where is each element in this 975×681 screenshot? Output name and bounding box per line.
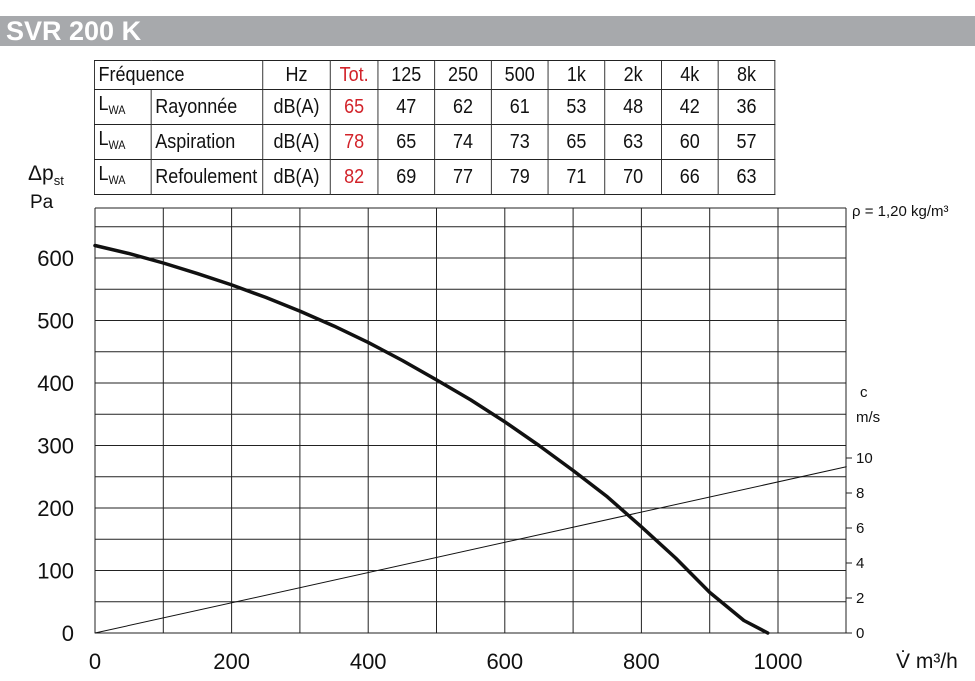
row-total: 65 [329, 89, 379, 125]
table-cell: 47 [377, 89, 436, 125]
row-label: Aspiration [150, 124, 264, 160]
y-tick-label: 600 [37, 246, 74, 271]
row-symbol: LWA [93, 124, 152, 160]
row-total: 82 [329, 159, 379, 195]
table-cell: 63 [604, 124, 662, 160]
velocity-line [94, 466, 847, 634]
right-axis-label: c [860, 384, 868, 401]
right-tick-label: 2 [856, 590, 864, 607]
x-tick-label: 400 [350, 649, 387, 674]
x-tick-label: 200 [213, 649, 250, 674]
table-cell: 48 [604, 89, 662, 125]
row-total: 78 [329, 124, 379, 160]
y-tick-label: 500 [37, 309, 74, 334]
table-row: LWA Aspiration dB(A) 78 65 74 73 65 63 6… [93, 124, 776, 160]
table-cell: 79 [490, 159, 549, 195]
header-cell: Fréquence [93, 60, 264, 90]
y-tick-label: 400 [37, 371, 74, 396]
row-symbol: LWA [93, 89, 152, 125]
series-group [93, 243, 847, 635]
header-cell: 500 [490, 60, 549, 90]
sound-power-table: Fréquence Hz Tot. 125 250 500 1k 2k 4k 8… [93, 60, 776, 195]
table-cell: 62 [434, 89, 492, 125]
row-unit: dB(A) [262, 159, 331, 195]
right-tick-label: 6 [856, 520, 864, 537]
title-bar: SVR 200 K [0, 16, 975, 46]
x-tick-label: 600 [486, 649, 523, 674]
header-cell: 125 [377, 60, 436, 90]
table-cell: 77 [434, 159, 492, 195]
pressure-curve [93, 243, 770, 635]
grid [94, 207, 852, 634]
right-axis-unit: m/s [856, 409, 881, 426]
right-tick-label: 8 [856, 485, 864, 502]
table-cell: 36 [717, 89, 776, 125]
table-cell: 65 [377, 124, 436, 160]
y-tick-label: 0 [62, 621, 74, 646]
y-axis-unit: Pa [30, 192, 54, 213]
y-axis-label: Δpst [28, 162, 64, 188]
header-cell: 8k [717, 60, 776, 90]
header-cell: 4k [661, 60, 719, 90]
row-label: Refoulement [150, 159, 264, 195]
row-symbol: LWA [93, 159, 152, 195]
right-tick-label: 0 [856, 625, 864, 642]
table-row: LWA Refoulement dB(A) 82 69 77 79 71 70 … [93, 159, 776, 195]
right-tick-label: 10 [856, 450, 873, 467]
table-cell: 57 [717, 124, 776, 160]
x-tick-label: 1000 [754, 649, 803, 674]
density-note: ρ = 1,20 kg/m³ [852, 203, 949, 220]
header-cell: 2k [604, 60, 662, 90]
table-cell: 66 [661, 159, 719, 195]
table-cell: 69 [377, 159, 436, 195]
header-cell-total: Tot. [329, 60, 379, 90]
x-axis-label: V̇ m³/h [896, 650, 958, 673]
table-cell: 71 [547, 159, 606, 195]
x-tick-label: 0 [89, 649, 101, 674]
page-title: SVR 200 K [6, 16, 142, 46]
right-tick-label: 4 [856, 555, 864, 572]
table-cell: 63 [717, 159, 776, 195]
table-header-row: Fréquence Hz Tot. 125 250 500 1k 2k 4k 8… [93, 60, 776, 90]
x-tick-label: 800 [623, 649, 660, 674]
header-cell: 1k [547, 60, 606, 90]
row-unit: dB(A) [262, 124, 331, 160]
y-tick-label: 100 [37, 559, 74, 584]
y-tick-label: 300 [37, 434, 74, 459]
table-cell: 70 [604, 159, 662, 195]
row-unit: dB(A) [262, 89, 331, 125]
y-tick-label: 200 [37, 496, 74, 521]
row-label: Rayonnée [150, 89, 264, 125]
